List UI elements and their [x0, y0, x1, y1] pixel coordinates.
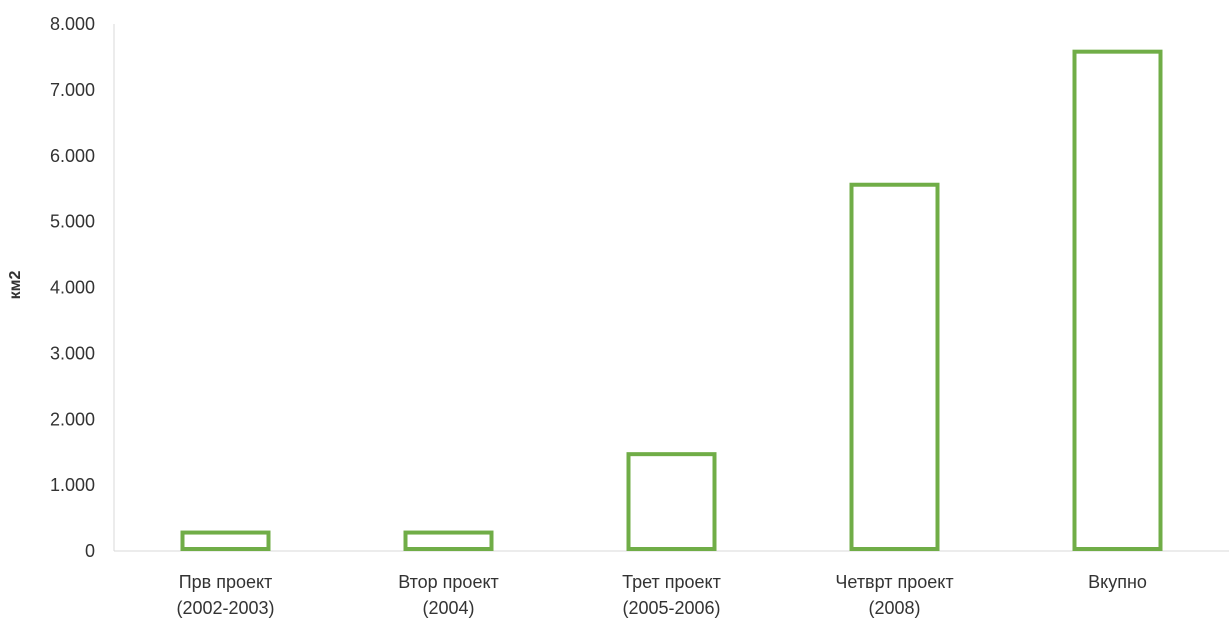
bars	[180, 49, 1163, 552]
x-tick-label: Четврт проект (2008)	[835, 572, 953, 618]
y-tick-label: 0	[85, 541, 95, 561]
y-tick-label: 5.000	[50, 212, 95, 232]
bar	[180, 530, 271, 551]
x-tick-label-line: Втор проект	[398, 572, 499, 592]
y-tick-label: 6.000	[50, 146, 95, 166]
x-tick-label-line: (2008)	[868, 598, 920, 618]
x-tick-label-line: Прв проект	[179, 572, 273, 592]
x-tick-label-line: Вкупно	[1088, 572, 1147, 592]
x-tick-label-line: (2005-2006)	[622, 598, 720, 618]
y-tick-label: 3.000	[50, 343, 95, 363]
x-tick-label-line: (2002-2003)	[176, 598, 274, 618]
x-tick-label-line: Трет проект	[622, 572, 721, 592]
x-tick-label: Втор проект (2004)	[398, 572, 499, 618]
y-axis-title: км2	[7, 271, 24, 300]
x-tick-label-line: (2004)	[422, 598, 474, 618]
bar	[626, 452, 717, 552]
bar	[403, 530, 494, 551]
bar	[1072, 49, 1163, 551]
x-tick-label-line: Четврт проект	[835, 572, 953, 592]
bar	[849, 182, 940, 552]
x-tick-label: Прв проект (2002-2003)	[176, 572, 274, 618]
x-tick-label: Вкупно	[1088, 572, 1147, 592]
x-axis-labels: Прв проект (2002-2003) Втор проект (2004) Тр…	[176, 572, 1146, 618]
y-tick-label: 4.000	[50, 278, 95, 298]
y-tick-label: 1.000	[50, 475, 95, 495]
y-tick-label: 2.000	[50, 409, 95, 429]
y-axis-ticks: 0 1.000 2.000 3.000 4.000 5.000 6.000 7.000 8.00…	[50, 14, 95, 561]
x-tick-label: Трет проект (2005-2006)	[622, 572, 721, 618]
y-axis-title-group: км2	[7, 271, 24, 300]
y-tick-label: 7.000	[50, 80, 95, 100]
y-tick-label: 8.000	[50, 14, 95, 34]
